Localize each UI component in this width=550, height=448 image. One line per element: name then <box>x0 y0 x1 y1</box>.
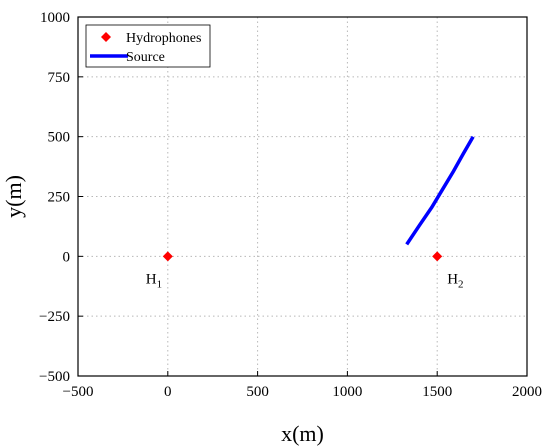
legend-label: Hydrophones <box>126 31 201 46</box>
hydrophone-label: H1 <box>146 271 162 290</box>
point-annotations: H1 H2 <box>146 271 464 290</box>
legend-box <box>85 24 211 68</box>
x-tick-label: 0 <box>164 384 172 400</box>
grid-lines <box>78 17 527 376</box>
legend-hydrophones-swatch <box>101 32 111 42</box>
y-tick-label: 500 <box>48 130 71 146</box>
y-tick-label: 750 <box>48 70 71 86</box>
series-layer <box>162 135 475 262</box>
x-tick-label: 2000 <box>512 384 542 400</box>
hydrophone-label: H2 <box>447 271 463 290</box>
x-tick-label: −500 <box>63 384 94 400</box>
y-axis-title: y(m) <box>1 175 26 218</box>
legend: Hydrophones Source <box>85 24 211 68</box>
hydrophone-marker <box>162 251 173 262</box>
y-tick-label: 250 <box>48 190 71 206</box>
legend-label: Source <box>126 50 165 65</box>
x-tick-label: 1000 <box>332 384 362 400</box>
y-tick-label: 0 <box>63 249 71 265</box>
hydrophone-marker <box>432 251 443 262</box>
x-tick-label: 1500 <box>422 384 452 400</box>
source-trajectory-line <box>405 135 475 246</box>
y-tick-label: 1000 <box>40 10 70 26</box>
x-axis-title: x(m) <box>281 421 324 446</box>
x-tick-label: 500 <box>246 384 269 400</box>
y-tick-label: −250 <box>39 309 70 325</box>
axis-ticks: −500 0 500 1000 1500 2000 −500 −250 0 250 500 750 10… <box>39 10 542 400</box>
plot-frame <box>77 16 528 377</box>
y-tick-label: −500 <box>39 369 70 385</box>
